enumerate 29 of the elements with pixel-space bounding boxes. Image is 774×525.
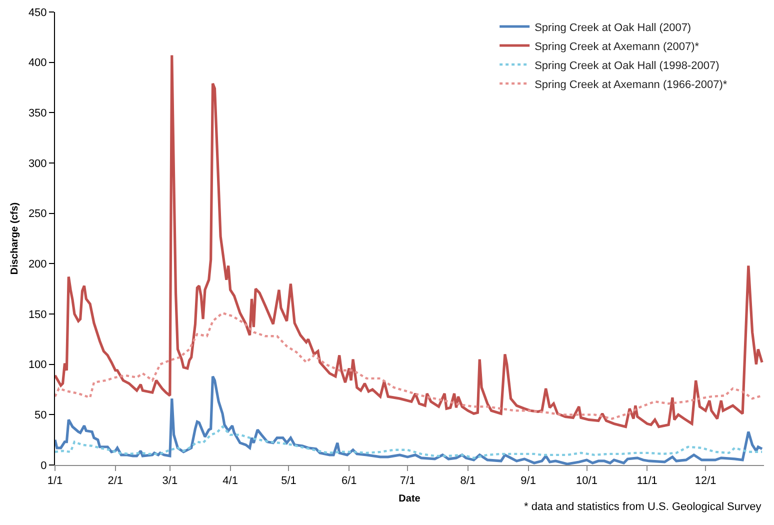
legend-label: Spring Creek at Axemann (2007)* — [534, 40, 700, 53]
y-tick-label: 250 — [28, 208, 47, 220]
y-tick-label: 100 — [28, 359, 47, 372]
y-tick-label: 450 — [28, 6, 47, 19]
x-tick-label: 2/1 — [108, 475, 124, 488]
y-tick-label: 150 — [28, 308, 47, 321]
x-tick-label: 8/1 — [460, 475, 476, 488]
x-tick-label: 12/1 — [694, 475, 716, 488]
y-tick-label: 350 — [28, 108, 47, 120]
y-tick-label: 200 — [28, 258, 47, 271]
x-tick-label: 6/1 — [341, 475, 357, 488]
x-tick-label: 11/1 — [636, 475, 658, 488]
text: * data and statistics from U.S. Geological Survey — [524, 501, 762, 513]
y-tick-label: 50 — [34, 410, 47, 422]
x-tick-label: 3/1 — [162, 475, 178, 488]
x-tick-label: 7/1 — [400, 475, 416, 488]
x-axis-title: Date — [398, 494, 421, 505]
legend-label: Spring Creek at Oak Hall (2007) — [534, 22, 692, 34]
legend-label: Spring Creek at Axemann (1966-2007)* — [534, 78, 728, 91]
y-tick-label: 400 — [28, 57, 47, 70]
x-tick-label: 9/1 — [520, 475, 536, 488]
legend-label: Spring Creek at Oak Hall (1998-2007) — [534, 60, 720, 72]
y-tick-label: 0 — [40, 460, 47, 472]
x-tick-label: 4/1 — [222, 475, 238, 488]
x-tick-label: 5/1 — [281, 475, 296, 488]
y-axis-title: Discharge (cfs) — [9, 202, 20, 275]
y-tick-label: 300 — [28, 158, 47, 170]
x-tick-label: 1/1 — [47, 475, 63, 488]
x-tick-label: 10/1 — [576, 475, 598, 488]
